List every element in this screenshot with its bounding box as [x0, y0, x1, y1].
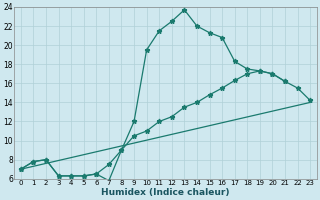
X-axis label: Humidex (Indice chaleur): Humidex (Indice chaleur): [101, 188, 230, 197]
